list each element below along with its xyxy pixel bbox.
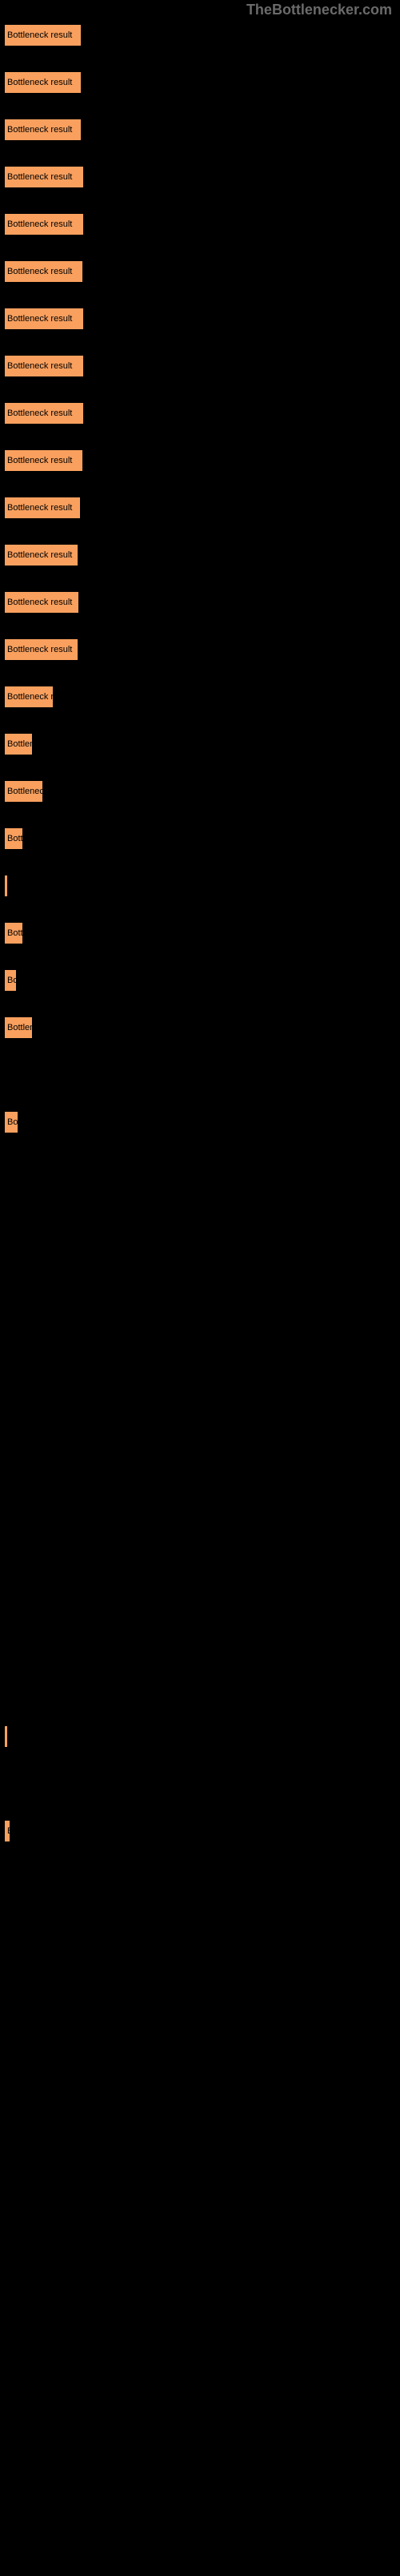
bar-row — [4, 2009, 400, 2031]
bar-row — [4, 1158, 400, 1181]
bar-row — [4, 1536, 400, 1559]
bar-row — [4, 1678, 400, 1701]
bar: Bottleneck result — [4, 260, 83, 283]
bar: Bottleneck result — [4, 686, 54, 708]
bar-row — [4, 1914, 400, 1937]
bar-row — [4, 2340, 400, 2362]
bar-row: Bottleneck result — [4, 969, 400, 992]
bar-row: Bottleneck result — [4, 119, 400, 141]
bar-row — [4, 1725, 400, 1748]
bar-row — [4, 1489, 400, 1511]
bar-row: Bottleneck result — [4, 213, 400, 235]
bar-row — [4, 2245, 400, 2268]
bar — [4, 1725, 8, 1748]
bar-row: Bottleneck result — [4, 1820, 400, 1842]
bar-row — [4, 2151, 400, 2173]
bar: Bottleneck result — [4, 24, 82, 46]
bar: Bottleneck result — [4, 780, 43, 803]
bar-row: Bottleneck result — [4, 71, 400, 94]
bar-row: Bottleneck result — [4, 449, 400, 472]
bar: Bottleneck result — [4, 638, 78, 661]
bar-row: Bottleneck result — [4, 1111, 400, 1133]
bar: Bottleneck result — [4, 449, 83, 472]
bar-row — [4, 1395, 400, 1417]
bar-row: Bottleneck result — [4, 733, 400, 755]
bar: Bottleneck result — [4, 166, 84, 188]
bar-row: Bottleneck result — [4, 1016, 400, 1039]
bar: Bottleneck result — [4, 1016, 33, 1039]
bar-row: Bottleneck result — [4, 922, 400, 944]
bar-row — [4, 875, 400, 897]
bar-row: Bottleneck result — [4, 260, 400, 283]
bar-row — [4, 1867, 400, 1890]
bar-row — [4, 1442, 400, 1464]
bar-chart: Bottleneck result Bottleneck result Bottle… — [0, 0, 400, 2551]
bar: Bottleneck result — [4, 213, 84, 235]
bar-row — [4, 2198, 400, 2220]
bar-row — [4, 1064, 400, 1086]
bar-row — [4, 1631, 400, 1653]
bar-row: Bottleneck result — [4, 166, 400, 188]
bar-row — [4, 2292, 400, 2315]
bar-row: Bottleneck result — [4, 686, 400, 708]
bar: Bottleneck result — [4, 71, 82, 94]
bar-row — [4, 2434, 400, 2457]
bar-row: Bottleneck result — [4, 497, 400, 519]
bar: Bottleneck result — [4, 355, 84, 377]
bar-row — [4, 1962, 400, 1984]
bar-row — [4, 1300, 400, 1322]
bar-row — [4, 1773, 400, 1795]
bar-row: Bottleneck result — [4, 591, 400, 614]
bar-row: Bottleneck result — [4, 355, 400, 377]
bar-row — [4, 1205, 400, 1228]
bar: Bottleneck result — [4, 1820, 10, 1842]
bar: Bottleneck result — [4, 969, 17, 992]
bar-row — [4, 2387, 400, 2409]
bar-row — [4, 1253, 400, 1275]
bar: Bottleneck result — [4, 402, 84, 425]
bar-row — [4, 1584, 400, 1606]
bar-row — [4, 2103, 400, 2126]
bar — [4, 875, 8, 897]
bar-row: Bottleneck result — [4, 827, 400, 850]
bar: Bottleneck result — [4, 119, 82, 141]
bar-row: Bottleneck result — [4, 24, 400, 46]
bar: Bottleneck result — [4, 733, 33, 755]
bar: Bottleneck result — [4, 308, 84, 330]
bar-row: Bottleneck result — [4, 308, 400, 330]
bar-row — [4, 1347, 400, 1370]
bar: Bottleneck result — [4, 1111, 18, 1133]
bar: Bottleneck result — [4, 922, 23, 944]
bar-row — [4, 2056, 400, 2079]
bar-row — [4, 2529, 400, 2551]
bar-row: Bottleneck result — [4, 780, 400, 803]
bar: Bottleneck result — [4, 497, 81, 519]
watermark-text: TheBottlenecker.com — [246, 2, 392, 18]
bar: Bottleneck result — [4, 544, 78, 566]
bar-row — [4, 2481, 400, 2504]
bar-row: Bottleneck result — [4, 544, 400, 566]
bar: Bottleneck result — [4, 591, 79, 614]
bar-row: Bottleneck result — [4, 402, 400, 425]
bar-row: Bottleneck result — [4, 638, 400, 661]
bar: Bottleneck result — [4, 827, 23, 850]
